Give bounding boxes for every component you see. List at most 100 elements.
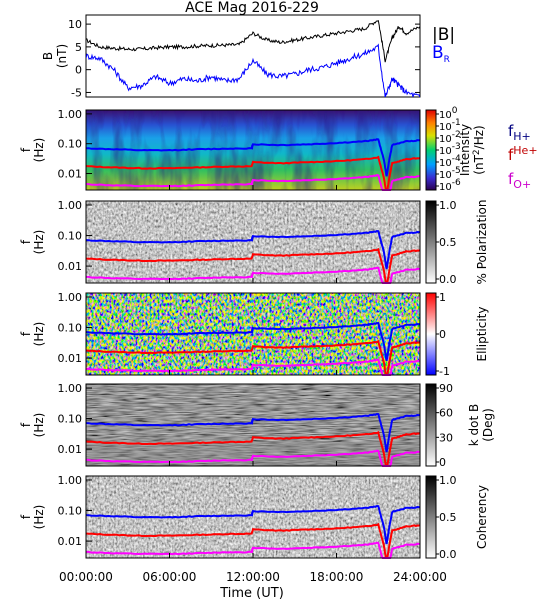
colorbar-label-line1: Intensity — [458, 124, 472, 176]
y-tick-label: 1.00 — [58, 291, 83, 304]
colorbar-tick-label: 60 — [439, 407, 453, 420]
fHe-curve — [85, 522, 421, 559]
b-field-panel: 10 5 0 -5 B (nT) |B|BR — [41, 14, 455, 99]
y-axis-label: f (Hz) — [19, 322, 46, 347]
y-axis-label: f (Hz) — [19, 505, 46, 530]
y-tick-label: 5 — [75, 41, 82, 54]
colorbar-label: % Polarization — [475, 200, 489, 285]
fH-curve — [85, 229, 420, 270]
colorbar-tick-label: 10-6 — [439, 178, 461, 193]
y-axis-label-line2: (Hz) — [32, 413, 46, 438]
x-tick-label: 00:00:00 — [59, 570, 113, 584]
colorbar-label: Intensity (nT2/Hz) — [458, 124, 486, 176]
colorbar-tick-label: 90 — [439, 382, 453, 395]
y-tick-label: 0.01 — [58, 443, 83, 456]
y-axis-label-line1: B — [41, 52, 55, 60]
spectrogram-panel-5: 1.00 0.10 0.01 f (Hz) 1.0 0.5 0.0 Coherency — [19, 474, 489, 561]
colorbar-tick-label: 0.0 — [439, 548, 457, 561]
y-tick-label: 0.10 — [58, 413, 83, 426]
fH-curve — [85, 504, 420, 545]
x-tick-label: 12:00:00 — [226, 570, 280, 584]
y-tick-label: -5 — [71, 86, 82, 99]
colorbar-label-line1: k dot B — [467, 404, 481, 446]
y-tick-label: 0.01 — [58, 352, 83, 365]
colorbar-tick-label: 10-5 — [439, 166, 461, 181]
x-axis: 00:00:00 06:00:00 12:00:00 18:00:00 24:00:00 — [59, 570, 447, 584]
spectrogram-panel-2: 1.00 0.10 0.01 f (Hz) 1.0 0.5 0.0 % Polarization — [19, 199, 489, 286]
bmag-line — [86, 20, 420, 63]
x-tick-label: 06:00:00 — [143, 570, 197, 584]
b-series-group — [86, 20, 420, 97]
colorbar-tick-label: 30 — [439, 431, 453, 444]
spectrogram-panel-4: 1.00 0.10 0.01 f (Hz) 90 60 30 0 k dot B (Deg) — [19, 382, 495, 469]
y-tick-label: 10 — [68, 18, 82, 31]
y-axis-label-line2: (nT) — [55, 44, 69, 68]
y-tick-label: 0.01 — [58, 535, 83, 548]
y-tick-label: 0.01 — [58, 260, 83, 273]
y-tick-label: 0.10 — [58, 505, 83, 518]
colorbar-tick-label: 1.0 — [439, 474, 457, 487]
fH-curve — [85, 321, 420, 362]
fHe-curve — [85, 339, 421, 376]
colorbar-label-text: Coherency — [475, 485, 489, 549]
y-tick-label: 0.10 — [58, 230, 83, 243]
colorbar-tick-label: 0.5 — [439, 511, 457, 524]
y-axis-label: f (Hz) — [19, 138, 46, 163]
colorbar-label-text: % Polarization — [475, 200, 489, 285]
colorbar-tick-label: 0 — [439, 456, 446, 469]
br-line — [86, 43, 420, 97]
colorbar-label-line2: (Deg) — [481, 408, 495, 442]
colorbar — [425, 475, 437, 559]
y-tick-label: 0.01 — [58, 168, 83, 181]
y-axis-label-line1: f — [19, 147, 33, 152]
fHe-curve — [85, 430, 421, 467]
colorbar-tick-label: 1.0 — [439, 199, 457, 212]
x-tick-label: 24:00:00 — [393, 570, 447, 584]
colorbar-label-line2: (nT2/Hz) — [472, 125, 486, 174]
y-axis-label-line1: f — [19, 239, 33, 244]
y-axis-label-line1: f — [19, 514, 33, 519]
y-tick-label: 1.00 — [58, 108, 83, 121]
legend-fO: fO+ — [508, 170, 531, 191]
y-axis-label-line2: (Hz) — [32, 230, 46, 255]
legend-fH: fH+ — [508, 122, 531, 143]
legend-fHe: fHe+ — [508, 144, 538, 164]
y-tick-label: 1.00 — [58, 199, 83, 212]
y-axis-label: B (nT) — [41, 44, 69, 68]
colorbar — [425, 109, 437, 191]
colorbar-label: Coherency — [475, 485, 489, 549]
fHe-curve — [85, 247, 421, 284]
spectrogram-panel-1: 1.00 0.10 0.01 f (Hz) 10010-110-210-310-410-5… — [19, 106, 538, 193]
x-tick-label: 18:00:00 — [310, 570, 364, 584]
y-axis-label-line1: f — [19, 422, 33, 427]
fH-curve — [85, 412, 420, 453]
colorbar-label: Ellipticity — [475, 307, 489, 362]
colorbar-tick-label: 10-1 — [439, 118, 461, 133]
colorbar — [425, 383, 437, 467]
colorbar-tick-label: 0 — [439, 328, 446, 341]
y-axis-label: f (Hz) — [19, 230, 46, 255]
colorbar-label: k dot B (Deg) — [467, 404, 495, 446]
y-axis-label-line2: (Hz) — [32, 138, 46, 163]
x-axis-label: Time (UT) — [219, 586, 284, 600]
y-axis-label-line2: (Hz) — [32, 322, 46, 347]
y-tick-label: 1.00 — [58, 474, 83, 487]
colorbar-tick-label: 1 — [439, 291, 446, 304]
y-axis-label-line1: f — [19, 331, 33, 336]
colorbar-label-text: Ellipticity — [475, 307, 489, 362]
y-tick-label: 0 — [75, 64, 82, 77]
plot-frame — [85, 14, 421, 98]
colorbar — [425, 200, 437, 284]
legend-br: BR — [432, 43, 450, 65]
y-tick-label: 0.10 — [58, 138, 83, 151]
y-axis-label-line2: (Hz) — [32, 505, 46, 530]
y-tick-label: 0.10 — [58, 322, 83, 335]
fH-curve — [86, 138, 420, 177]
colorbar-tick-label: 10-4 — [439, 154, 461, 169]
colorbar — [425, 292, 437, 376]
figure-title: ACE Mag 2016-229 — [185, 0, 319, 16]
y-tick-label: 1.00 — [58, 382, 83, 395]
y-axis-label: f (Hz) — [19, 413, 46, 438]
colorbar-tick-label: -1 — [439, 365, 450, 378]
